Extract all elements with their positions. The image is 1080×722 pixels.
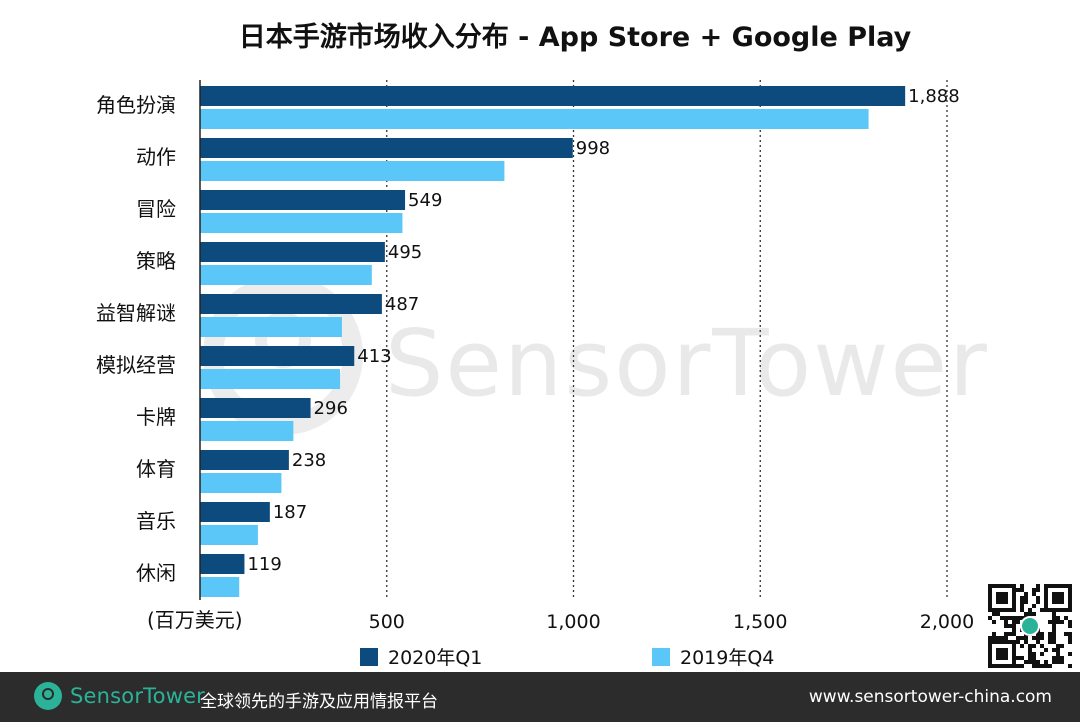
bar-2020q1: [200, 554, 245, 574]
sensortower-logo-icon: [34, 682, 62, 710]
bar-2019q4: [200, 109, 869, 129]
category-label: 卡牌: [136, 405, 176, 429]
bar-value-label: 413: [357, 346, 391, 367]
footer-url[interactable]: www.sensortower-china.com: [808, 687, 1052, 707]
bar-2020q1: [200, 190, 406, 210]
bar-value-label: 495: [388, 242, 422, 263]
x-tick-label: 500: [369, 611, 405, 633]
bar-2020q1: [200, 242, 385, 262]
bar-2019q4: [200, 317, 342, 337]
category-label: 模拟经营: [96, 353, 176, 377]
category-label: 动作: [136, 145, 176, 169]
legend-label: 2019年Q4: [680, 647, 774, 669]
x-tick-label: 1,000: [546, 611, 600, 633]
bar-value-label: 119: [247, 554, 281, 575]
category-label: 音乐: [136, 509, 176, 533]
chart: 日本手游市场收入分布 - App Store + Google Play Sen…: [96, 21, 989, 669]
bar-value-label: 187: [273, 502, 307, 523]
bar-value-label: 549: [408, 190, 442, 211]
bar-2019q4: [200, 369, 341, 389]
x-tick-label: 1,500: [733, 611, 787, 633]
category-label: 益智解谜: [96, 301, 176, 325]
legend-swatch: [360, 648, 378, 666]
footer-tagline: 全球领先的手游及应用情报平台: [200, 692, 438, 712]
category-label: 休闲: [136, 561, 176, 585]
bar-value-label: 998: [576, 138, 610, 159]
footer-bar: SensorTower 全球领先的手游及应用情报平台 www.sensortow…: [0, 672, 1080, 722]
watermark: SensorTower: [385, 310, 989, 417]
bar-2019q4: [200, 473, 282, 493]
legend-swatch: [652, 648, 670, 666]
bar-value-label: 238: [292, 450, 326, 471]
bar-2019q4: [200, 161, 505, 181]
x-axis-unit-label: (百万美元): [147, 608, 243, 632]
bar-2019q4: [200, 525, 258, 545]
legend-label: 2020年Q1: [388, 647, 482, 669]
bar-2019q4: [200, 421, 294, 441]
category-label: 体育: [136, 457, 176, 481]
bar-2020q1: [200, 346, 355, 366]
category-label: 角色扮演: [96, 93, 176, 117]
qr-code: [988, 584, 1072, 668]
bar-2020q1: [200, 398, 311, 418]
bar-value-label: 296: [314, 398, 348, 419]
footer-brand: SensorTower: [70, 684, 206, 708]
bar-2020q1: [200, 294, 382, 314]
bar-2020q1: [200, 502, 270, 522]
category-label: 策略: [136, 249, 176, 273]
category-label: 冒险: [136, 197, 176, 221]
bar-value-label: 487: [385, 294, 419, 315]
x-tick-label: 2,000: [920, 611, 974, 633]
bar-2019q4: [200, 577, 240, 597]
bar-2020q1: [200, 86, 906, 106]
bar-2019q4: [200, 265, 372, 285]
bar-2019q4: [200, 213, 403, 233]
chart-title: 日本手游市场收入分布 - App Store + Google Play: [239, 21, 912, 53]
bar-value-label: 1,888: [908, 86, 960, 107]
bar-2020q1: [200, 138, 573, 158]
bar-2020q1: [200, 450, 289, 470]
